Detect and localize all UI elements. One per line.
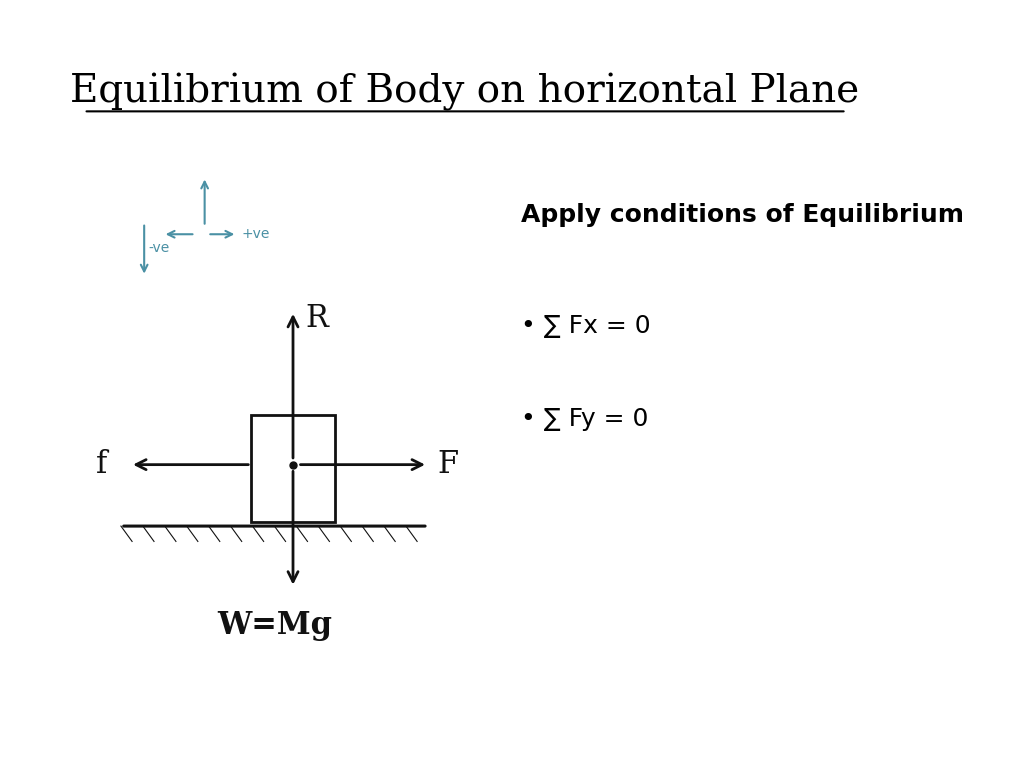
Bar <box>251 415 335 522</box>
Text: Equilibrium of Body on horizontal Plane: Equilibrium of Body on horizontal Plane <box>71 73 860 111</box>
Text: • ∑ Fy = 0: • ∑ Fy = 0 <box>521 406 648 431</box>
Text: W=Mg: W=Mg <box>217 611 332 641</box>
Text: Apply conditions of Equilibrium: Apply conditions of Equilibrium <box>521 203 964 227</box>
Text: F: F <box>437 449 459 480</box>
Text: f: f <box>95 449 106 480</box>
Text: • ∑ Fx = 0: • ∑ Fx = 0 <box>521 314 650 339</box>
Text: R: R <box>305 303 328 334</box>
Text: -ve: -ve <box>148 241 170 255</box>
Text: +ve: +ve <box>242 227 270 241</box>
